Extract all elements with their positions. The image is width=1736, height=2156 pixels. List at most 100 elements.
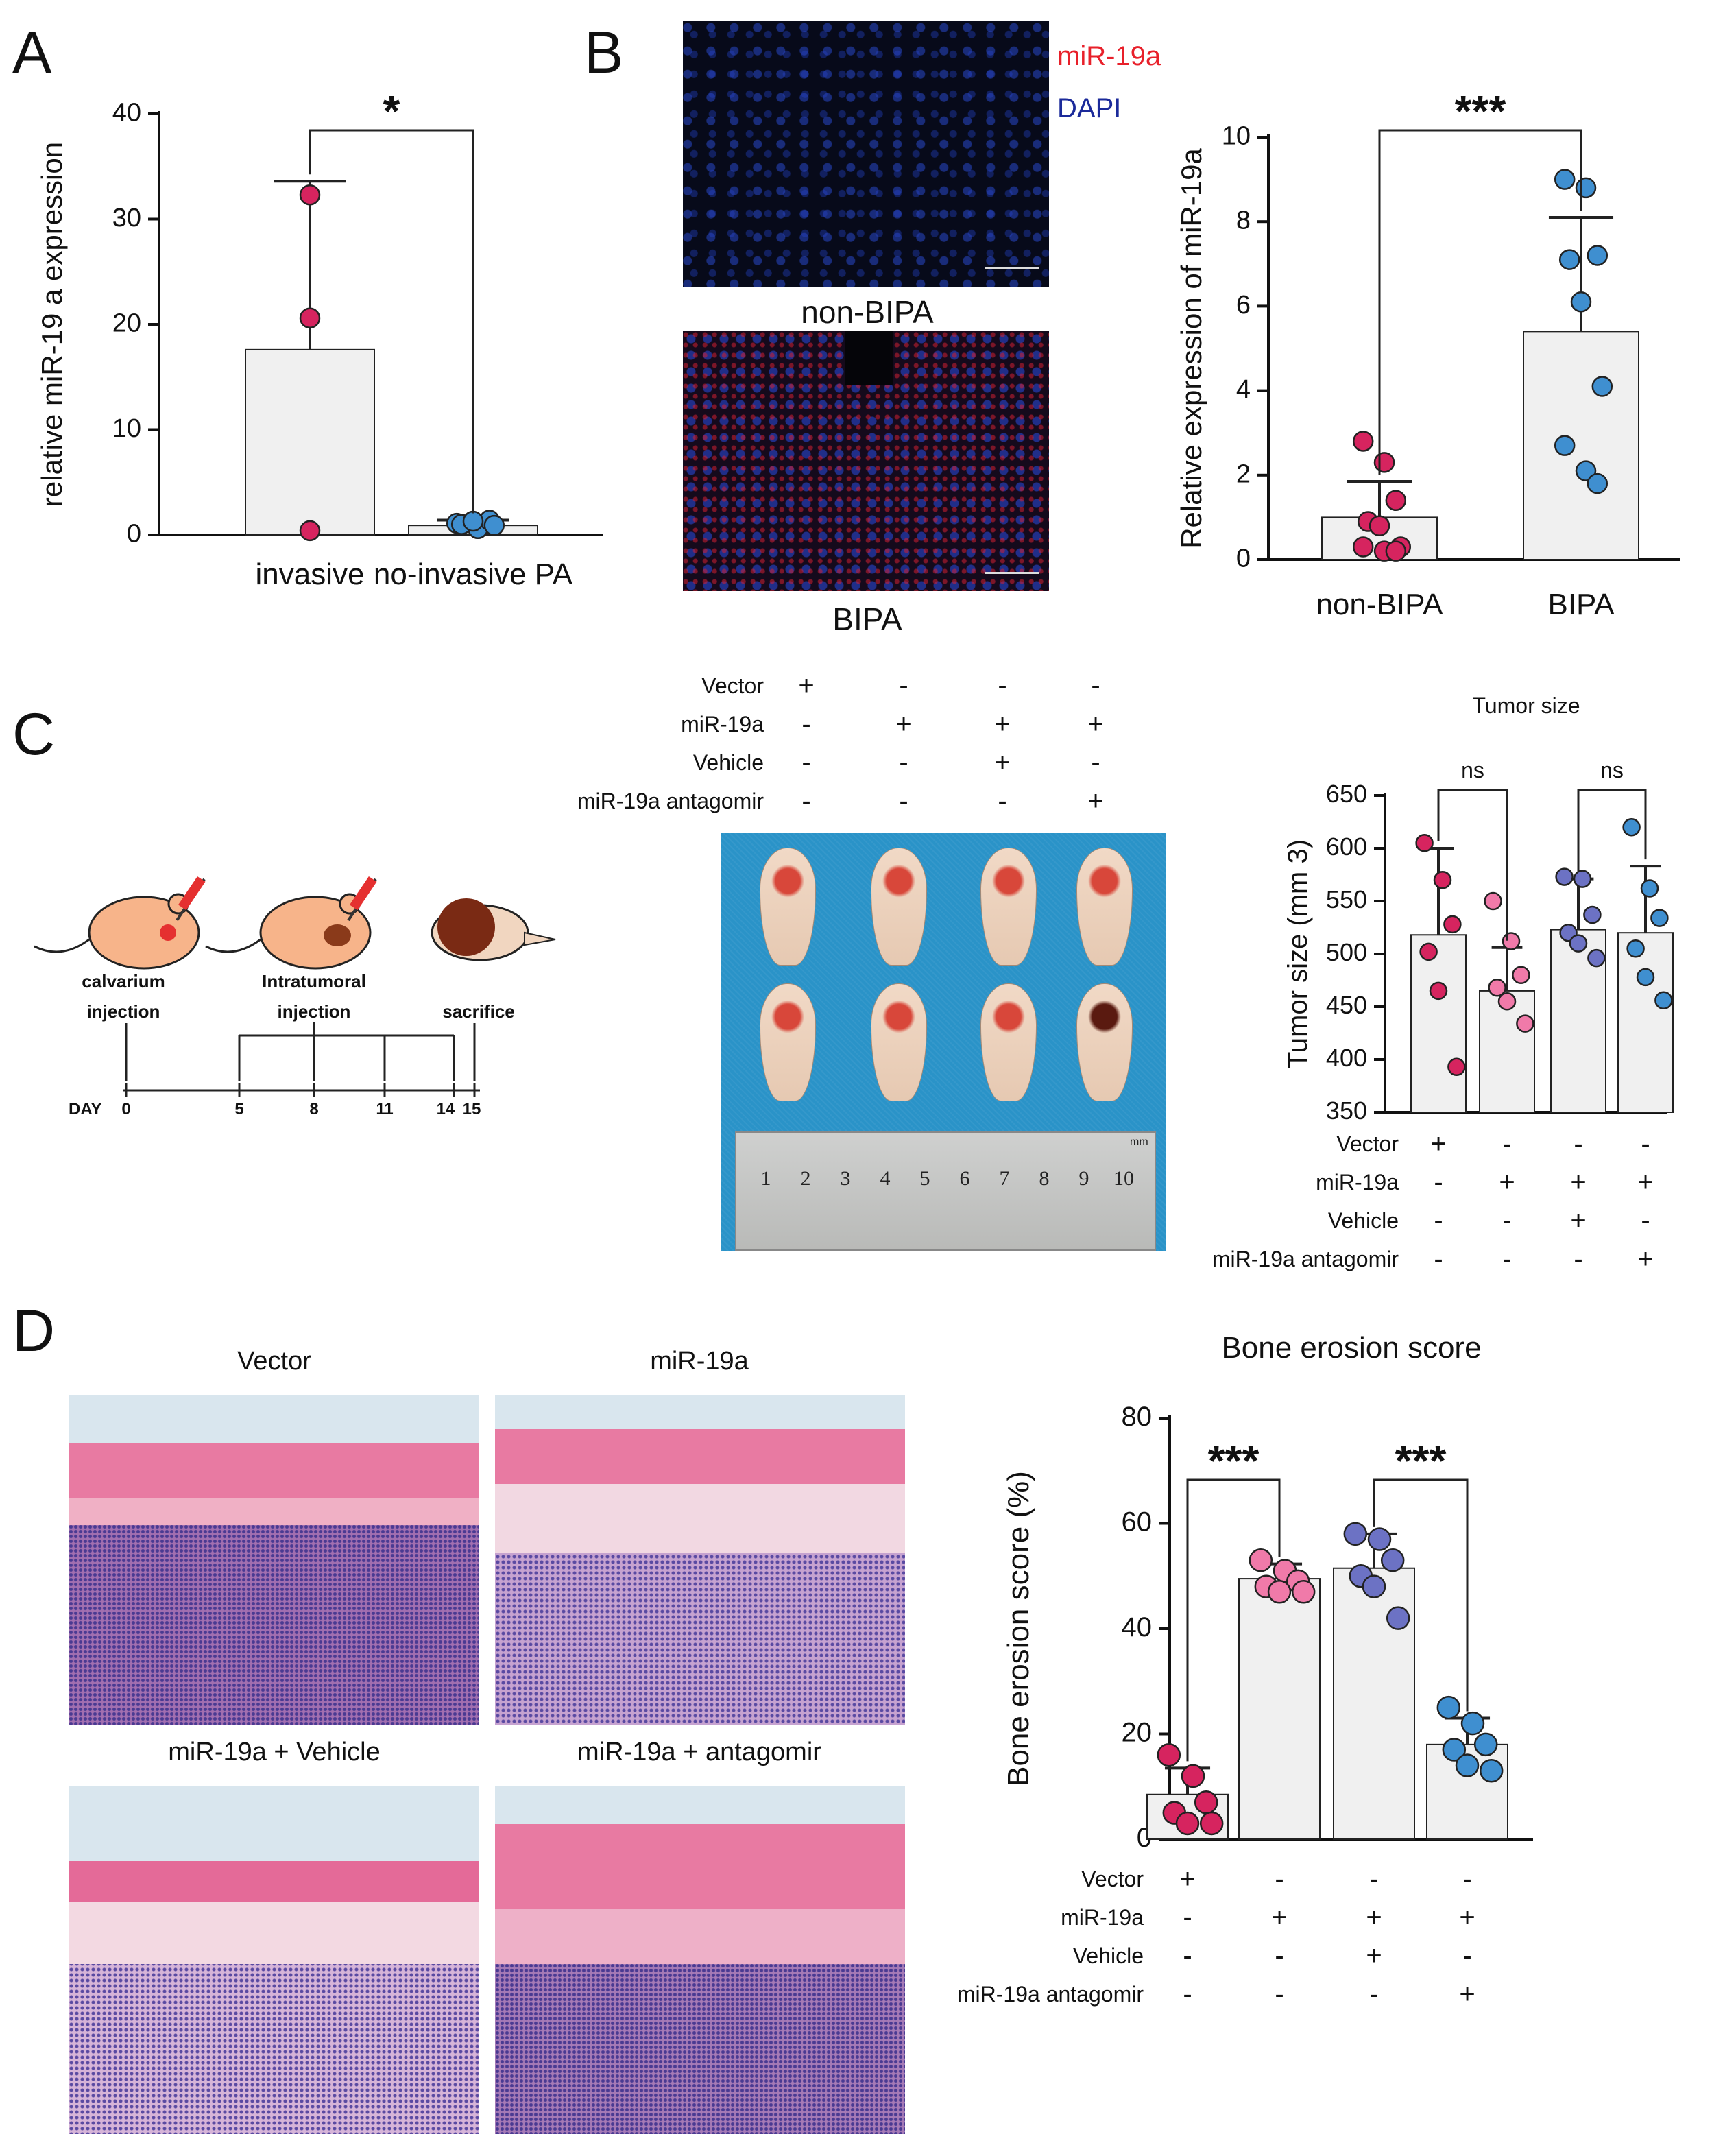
data-point (1369, 515, 1390, 536)
data-point (1386, 1606, 1410, 1630)
significance-label: ns (1461, 758, 1484, 782)
timeline-day: 5 (234, 1100, 244, 1118)
treatment-sign: - (1502, 1129, 1512, 1159)
data-point (1488, 979, 1506, 997)
skull-specimen (760, 983, 816, 1101)
skull-tumor-icon (431, 898, 556, 961)
treatment-sign: + (1271, 1902, 1288, 1932)
y-tick-label: 450 (1326, 991, 1367, 1019)
ruler-number: 2 (800, 1167, 811, 1190)
data-point (483, 514, 505, 536)
y-tick-label: 20 (112, 309, 141, 338)
data-point (1199, 1811, 1224, 1836)
skull-specimen (1076, 983, 1133, 1101)
data-point (1442, 1738, 1467, 1762)
y-axis-label: relative miR-19 a expression (36, 142, 68, 507)
significance-label: *** (1455, 86, 1506, 136)
significance-bracket (1577, 789, 1647, 872)
timeline-day-label: DAY (69, 1100, 102, 1118)
treatment-row-label: Vector (1336, 1131, 1399, 1156)
significance-bracket (1378, 129, 1582, 475)
skull-specimen (980, 983, 1037, 1101)
ruler-number: 4 (880, 1167, 891, 1190)
histology-title-mir19a: miR-19a (650, 1347, 749, 1376)
y-tick-label: 10 (1222, 122, 1251, 151)
skull-specimen (871, 983, 927, 1101)
category-label: no-invasive PA (374, 558, 573, 591)
data-point (1385, 490, 1407, 512)
treatment-sign: - (1434, 1167, 1443, 1197)
y-tick-label: 0 (127, 520, 141, 549)
skull-specimen (1076, 848, 1133, 966)
category-label: non-BIPA (1316, 588, 1443, 621)
data-point (1558, 249, 1580, 270)
skull-specimen (980, 848, 1037, 966)
treatment-sign: - (801, 709, 811, 739)
data-point (1433, 870, 1452, 889)
data-point (1380, 1548, 1405, 1572)
treatment-sign: - (1183, 1941, 1192, 1971)
y-tick-label: 10 (112, 414, 141, 443)
data-point (1157, 1742, 1181, 1767)
y-tick-label: 8 (1236, 206, 1251, 235)
treatment-sign: + (1430, 1129, 1447, 1159)
treatment-sign: - (1091, 671, 1100, 701)
treatment-sign: - (1462, 1864, 1472, 1894)
data-point (1554, 435, 1576, 456)
micrograph-label-bipa: BIPA (832, 601, 902, 637)
micrograph-bipa (683, 331, 1049, 591)
data-point (1419, 942, 1438, 961)
significance-label: ns (1600, 758, 1624, 782)
treatment-sign: + (994, 709, 1011, 739)
treatment-sign: - (1183, 1902, 1192, 1932)
treatment-sign: - (801, 747, 811, 778)
data-point (1455, 1753, 1480, 1777)
skull-specimen (871, 848, 927, 966)
treatment-sign: - (899, 671, 908, 701)
timeline-day: 8 (309, 1100, 319, 1118)
bar (1333, 1567, 1415, 1841)
micrograph-label-non-bipa: non-BIPA (801, 294, 934, 330)
data-point (1267, 1580, 1292, 1604)
treatment-sign: - (801, 786, 811, 816)
data-point (299, 307, 321, 329)
syringe-icon (347, 876, 377, 922)
data-point (1415, 834, 1434, 852)
chart-title: Tumor size (1472, 693, 1580, 718)
timeline-day: 14 (436, 1100, 455, 1118)
data-point (1516, 1014, 1534, 1033)
micrograph-non-bipa (683, 21, 1049, 287)
panel-letter-b: B (584, 20, 624, 86)
treatment-sign: - (899, 786, 908, 816)
data-point (1479, 1758, 1504, 1783)
timeline-label-intratumoral-injection: injection (277, 1001, 351, 1022)
timeline-schematic (34, 876, 556, 1097)
syringe-icon (176, 876, 206, 922)
ruler-number: 8 (1039, 1167, 1050, 1190)
treatment-row-label: Vehicle (692, 750, 764, 775)
data-point (1640, 879, 1659, 898)
treatment-row-label: Vehicle (1327, 1208, 1399, 1233)
treatment-sign: - (1369, 1864, 1379, 1894)
data-point (1447, 1057, 1466, 1077)
data-point (1575, 177, 1597, 199)
treatment-sign: - (1275, 1864, 1284, 1894)
panel-letter-a: A (12, 20, 52, 86)
y-axis-label: Bone erosion score (%) (1002, 1471, 1035, 1786)
y-tick-label: 650 (1326, 780, 1367, 808)
y-tick-label: 400 (1326, 1044, 1367, 1072)
y-tick-label: 0 (1236, 544, 1251, 573)
y-tick-label: 30 (112, 204, 141, 232)
data-point (1502, 932, 1521, 950)
data-point (1512, 966, 1530, 985)
treatment-sign: + (994, 747, 1011, 778)
ruler-number: 5 (919, 1167, 930, 1190)
treatment-sign: + (1366, 1941, 1382, 1971)
ruler (735, 1131, 1156, 1251)
data-point (1443, 915, 1462, 934)
dark-region (845, 331, 893, 385)
bar (1479, 990, 1535, 1114)
y-tick-label: 600 (1326, 833, 1367, 861)
treatment-sign: + (1087, 709, 1104, 739)
